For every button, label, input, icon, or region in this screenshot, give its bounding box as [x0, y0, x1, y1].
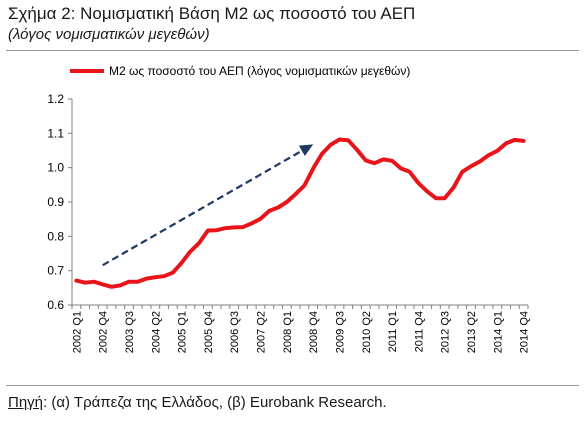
x-tick-label: 2011 Q1 [387, 311, 399, 352]
y-tick-label: 1.0 [47, 161, 64, 175]
x-tick-label: 2007 Q2 [256, 311, 268, 353]
line-chart: 0.6 0.7 0.8 0.9 1.0 1.1 1.2 2002 Q1 2002 Q4 2003 … [47, 64, 531, 353]
bottom-divider [6, 385, 579, 386]
x-tick-label: 2003 Q3 [124, 311, 136, 353]
top-divider [6, 50, 579, 51]
x-tick-label: 2012 Q3 [440, 311, 452, 353]
x-tick-label: 2010 Q2 [361, 311, 373, 353]
x-tick-label: 2006 Q3 [229, 311, 241, 353]
x-tick-label: 2008 Q1 [282, 311, 294, 353]
y-tick-label: 0.9 [47, 195, 64, 209]
series-line-m2-gdp [74, 137, 526, 289]
x-tick-label: 2014 Q4 [519, 311, 531, 353]
x-tick-label: 2002 Q1 [71, 311, 83, 353]
y-tick-label: 1.2 [47, 92, 64, 106]
x-tick-label: 2013 Q2 [466, 311, 478, 353]
source-text: : (α) Τράπεζα της Ελλάδος, (β) Eurobank … [43, 394, 387, 411]
chart-subtitle: (λόγος νομισματικών μεγεθών) [8, 26, 210, 43]
x-tick-label: 2008 Q4 [308, 311, 320, 353]
y-tick-label: 0.8 [47, 229, 64, 243]
y-tick-label: 0.7 [47, 264, 64, 278]
x-tick-label: 2005 Q4 [203, 311, 215, 353]
x-tick-label: 2004 Q2 [150, 311, 162, 353]
x-tick-label: 2014 Q1 [492, 311, 504, 353]
trend-arrow-line [102, 149, 303, 267]
x-tick-label: 2005 Q1 [177, 311, 189, 353]
x-tick-label: 2009 Q3 [334, 311, 346, 353]
legend-label: Μ2 ως ποσοστό του ΑΕΠ (λόγος νομισματικώ… [109, 64, 410, 78]
trend-arrow-head [298, 144, 314, 156]
y-tick-label: 0.6 [47, 298, 64, 312]
source-note: Πηγή: (α) Τράπεζα της Ελλάδος, (β) Eurob… [8, 394, 387, 412]
x-tick-label: 2011 Q4 [413, 311, 425, 352]
source-label: Πηγή [8, 394, 44, 411]
x-tick-label: 2002 Q4 [98, 311, 110, 353]
chart-title: Σχήμα 2: Νομισματική Βάση Μ2 ως ποσοστό … [8, 4, 416, 23]
y-tick-label: 1.1 [47, 126, 64, 140]
